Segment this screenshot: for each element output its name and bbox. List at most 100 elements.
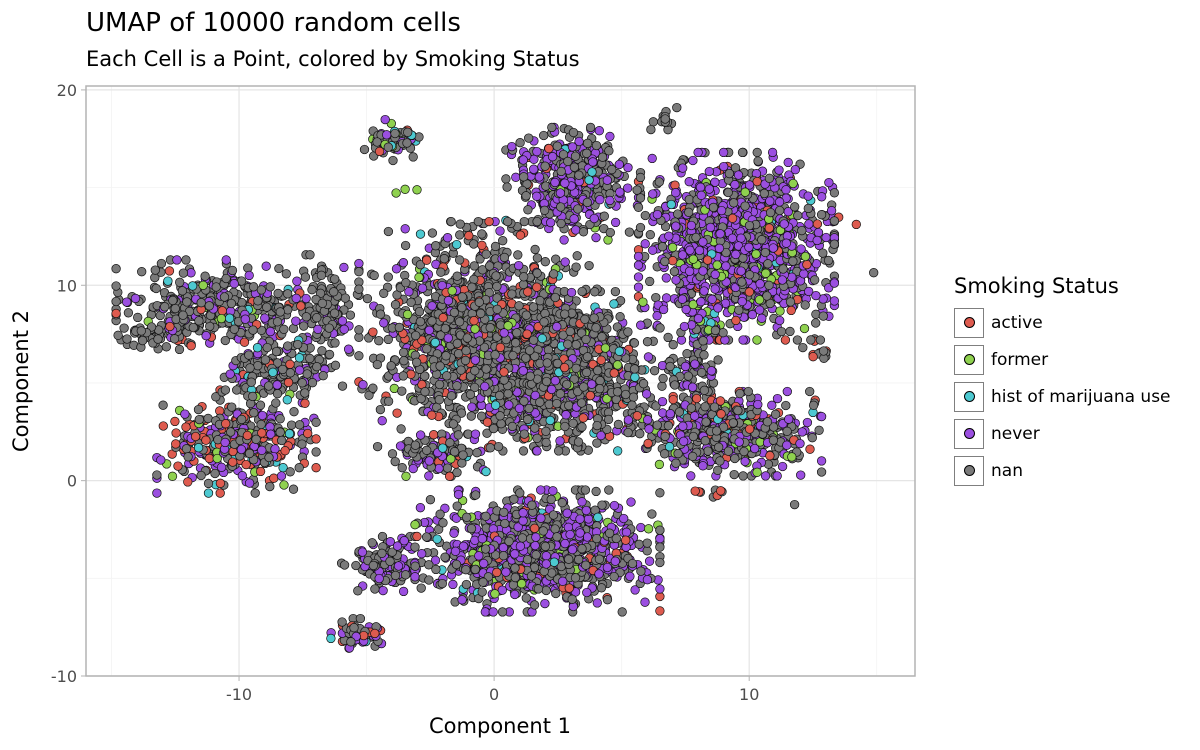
point-never	[610, 217, 621, 228]
point-nan	[713, 355, 723, 365]
point-nan	[529, 600, 540, 610]
point-nan	[383, 396, 394, 406]
point-nan	[210, 468, 220, 479]
point-nan	[493, 441, 504, 452]
point-nan	[530, 244, 540, 255]
point-active	[283, 377, 294, 388]
point-never	[774, 165, 784, 175]
point-never	[591, 232, 601, 243]
chart-title: UMAP of 10000 random cells	[86, 8, 461, 38]
point-nan	[635, 429, 645, 439]
point-nan	[535, 296, 545, 306]
point-nan	[379, 288, 389, 298]
point-nan	[122, 334, 132, 344]
point-nan	[265, 481, 275, 492]
point-nan	[437, 578, 447, 589]
point-never	[623, 183, 633, 193]
point-never	[337, 316, 348, 326]
point-never	[796, 470, 806, 480]
point-never	[686, 471, 696, 481]
point-active	[668, 394, 678, 405]
point-nan	[220, 335, 230, 346]
point-nan	[286, 420, 297, 430]
point-nan	[551, 588, 561, 599]
point-nan	[647, 509, 657, 519]
point-nan	[158, 400, 168, 410]
point-never	[555, 436, 565, 446]
point-nan	[615, 312, 625, 322]
point-nan	[137, 267, 147, 277]
point-never	[453, 489, 464, 500]
point-nan	[248, 282, 259, 292]
point-nan	[354, 351, 364, 361]
point-never	[594, 126, 604, 136]
point-nan	[368, 383, 378, 393]
point-never	[449, 528, 459, 538]
point-never	[244, 270, 254, 281]
point-nan	[642, 337, 653, 347]
point-never	[301, 293, 311, 304]
point-never	[313, 324, 323, 334]
point-never	[358, 380, 368, 390]
point-nan	[311, 417, 321, 427]
point-nan	[271, 398, 281, 408]
point-nan	[211, 282, 221, 292]
point-never	[257, 410, 268, 421]
point-active	[300, 398, 310, 408]
point-nan	[289, 407, 299, 417]
point-nan	[648, 117, 658, 127]
point-nan	[399, 356, 409, 366]
point-never	[172, 255, 182, 265]
point-nan	[469, 239, 479, 249]
point-never	[424, 471, 434, 481]
point-nan	[300, 272, 311, 282]
point-nan	[663, 332, 673, 343]
point-nan	[789, 499, 800, 510]
point-nan	[541, 585, 551, 596]
point-nan	[466, 411, 476, 421]
point-active	[464, 231, 474, 241]
point-never	[354, 258, 364, 269]
chart-subtitle: Each Cell is a Point, colored by Smoking…	[86, 47, 580, 71]
point-nan	[307, 285, 317, 295]
point-never	[678, 163, 688, 173]
point-never	[398, 258, 409, 268]
point-nan	[624, 227, 635, 237]
point-active	[183, 477, 193, 487]
point-nan	[193, 404, 204, 415]
point-never	[657, 396, 668, 407]
point-nan	[540, 257, 550, 267]
point-hist-of-marijuana-use	[294, 353, 305, 363]
point-nan	[645, 276, 655, 287]
point-nan	[485, 443, 495, 453]
point-nan	[455, 230, 465, 240]
point-nan	[781, 400, 791, 411]
point-never	[442, 233, 453, 243]
point-active	[655, 606, 665, 616]
point-nan	[383, 334, 393, 345]
point-nan	[196, 470, 206, 481]
point-nan	[471, 490, 481, 500]
point-nan	[658, 373, 668, 384]
point-nan	[818, 311, 828, 321]
point-never	[592, 598, 602, 608]
point-active	[164, 266, 175, 276]
point-nan	[649, 366, 660, 376]
point-nan	[521, 593, 531, 603]
point-never	[782, 386, 792, 397]
point-never	[816, 456, 827, 466]
point-nan	[345, 310, 356, 320]
point-never	[647, 153, 657, 164]
point-never	[636, 522, 646, 533]
point-nan	[271, 346, 282, 357]
point-active	[171, 428, 181, 438]
point-never	[343, 344, 354, 354]
point-never	[740, 456, 750, 467]
point-active	[808, 352, 818, 362]
point-never	[410, 572, 420, 582]
point-nan	[723, 187, 733, 198]
point-nan	[410, 542, 420, 552]
point-nan	[785, 326, 795, 337]
point-nan	[668, 340, 678, 350]
